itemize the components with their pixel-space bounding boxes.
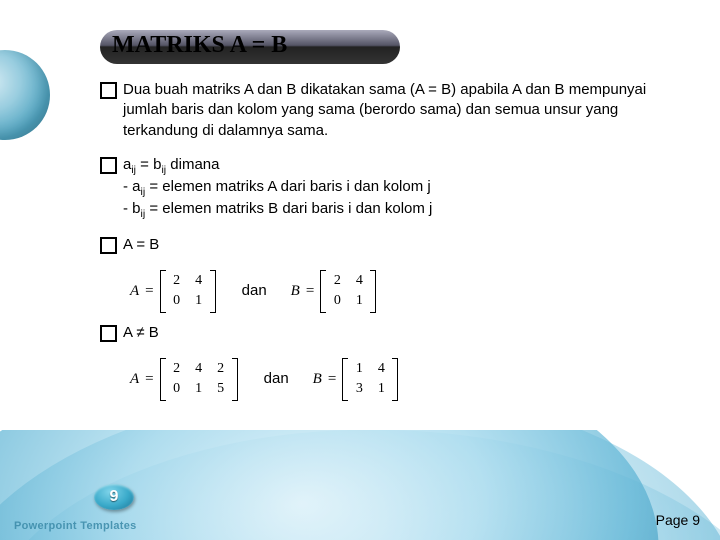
dan-label: dan — [242, 281, 267, 301]
brand-label: Powerpoint Templates — [14, 520, 137, 532]
bullet-icon — [100, 157, 117, 174]
dan-label: dan — [264, 369, 289, 389]
slide-title: MATRIKS A = B — [112, 32, 287, 59]
equals-sign: = — [328, 369, 336, 389]
deco-circle-left — [0, 50, 50, 140]
slide: MATRIKS A = B Dua buah matriks A dan B d… — [0, 0, 720, 540]
equals-sign: = — [145, 369, 153, 389]
bullet-1: Dua buah matriks A dan B dikatakan sama … — [100, 80, 680, 141]
bullet-3: A = B — [100, 235, 680, 255]
matrix-row-equal: A = 2401 dan B = 2401 — [130, 270, 680, 314]
bullet-4-text: A ≠ B — [123, 323, 680, 343]
page-badge-number: 9 — [110, 488, 119, 506]
matrix-A-equal: 2401 — [160, 270, 216, 314]
matrix-B-neq: 1431 — [342, 358, 398, 402]
page-number: Page 9 — [656, 512, 700, 528]
matrix-B-equal: 2401 — [320, 270, 376, 314]
bullet-icon — [100, 325, 117, 342]
equals-sign: = — [306, 281, 314, 301]
matrix-A-neq: 242015 — [160, 358, 238, 402]
bullet-1-text: Dua buah matriks A dan B dikatakan sama … — [123, 80, 680, 141]
bullet-icon — [100, 82, 117, 99]
matrix-A-label-neq: A — [130, 369, 139, 389]
matrix-B-label: B — [291, 281, 300, 301]
matrix-A-label: A — [130, 281, 139, 301]
content-area: Dua buah matriks A dan B dikatakan sama … — [100, 80, 680, 407]
page-badge: 9 — [94, 484, 134, 510]
matrix-B-label-neq: B — [313, 369, 322, 389]
bullet-4: A ≠ B — [100, 323, 680, 343]
bullet-icon — [100, 237, 117, 254]
bullet-2-text: aij = bij dimana - aij = elemen matriks … — [123, 155, 680, 222]
matrix-row-notequal: A = 242015 dan B = 1431 — [130, 358, 680, 402]
equals-sign: = — [145, 281, 153, 301]
bullet-2: aij = bij dimana - aij = elemen matriks … — [100, 155, 680, 222]
bullet-3-text: A = B — [123, 235, 680, 255]
